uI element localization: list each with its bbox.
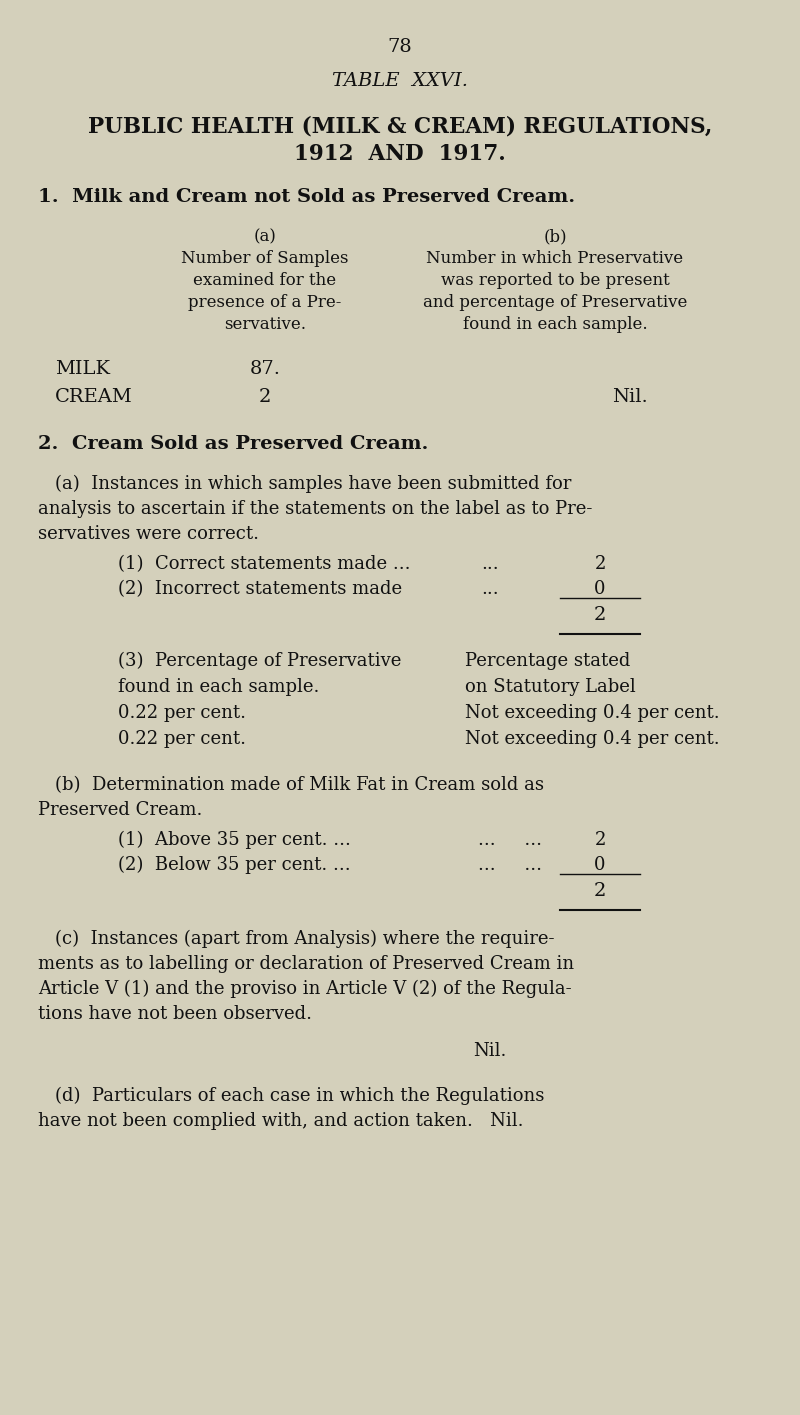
Text: 78: 78 [388,38,412,57]
Text: (3)  Percentage of Preservative: (3) Percentage of Preservative [118,652,402,671]
Text: Nil.: Nil. [474,1041,506,1060]
Text: (d)  Particulars of each case in which the Regulations: (d) Particulars of each case in which th… [55,1087,544,1105]
Text: tions have not been observed.: tions have not been observed. [38,1005,312,1023]
Text: analysis to ascertain if the statements on the label as to Pre-: analysis to ascertain if the statements … [38,499,592,518]
Text: found in each sample.: found in each sample. [118,678,319,696]
Text: Number in which Preservative: Number in which Preservative [426,250,683,267]
Text: (1)  Above 35 per cent. ...: (1) Above 35 per cent. ... [118,831,351,849]
Text: Preserved Cream.: Preserved Cream. [38,801,202,819]
Text: servative.: servative. [224,316,306,333]
Text: 2.  Cream Sold as Preserved Cream.: 2. Cream Sold as Preserved Cream. [38,434,428,453]
Text: Not exceeding 0.4 per cent.: Not exceeding 0.4 per cent. [465,730,720,749]
Text: PUBLIC HEALTH (MILK & CREAM) REGULATIONS,: PUBLIC HEALTH (MILK & CREAM) REGULATIONS… [88,115,712,137]
Text: examined for the: examined for the [194,272,337,289]
Text: Number of Samples: Number of Samples [182,250,349,267]
Text: (c)  Instances (apart from Analysis) where the require-: (c) Instances (apart from Analysis) wher… [55,930,554,948]
Text: (2)  Incorrect statements made: (2) Incorrect statements made [118,580,402,599]
Text: 2: 2 [594,882,606,900]
Text: (1)  Correct statements made ...: (1) Correct statements made ... [118,555,410,573]
Text: 0: 0 [594,856,606,874]
Text: Nil.: Nil. [612,388,648,406]
Text: (a): (a) [254,228,277,245]
Text: (a)  Instances in which samples have been submitted for: (a) Instances in which samples have been… [55,475,571,494]
Text: ments as to labelling or declaration of Preserved Cream in: ments as to labelling or declaration of … [38,955,574,974]
Text: 0.22 per cent.: 0.22 per cent. [118,705,246,722]
Text: (b): (b) [543,228,567,245]
Text: (2)  Below 35 per cent. ...: (2) Below 35 per cent. ... [118,856,350,874]
Text: ...: ... [481,580,499,599]
Text: CREAM: CREAM [55,388,133,406]
Text: 0.22 per cent.: 0.22 per cent. [118,730,246,749]
Text: have not been complied with, and action taken.   Nil.: have not been complied with, and action … [38,1112,523,1131]
Text: 0: 0 [594,580,606,599]
Text: 1.  Milk and Cream not Sold as Preserved Cream.: 1. Milk and Cream not Sold as Preserved … [38,188,575,207]
Text: 2: 2 [594,831,606,849]
Text: was reported to be present: was reported to be present [441,272,670,289]
Text: Article V (1) and the proviso in Article V (2) of the Regula-: Article V (1) and the proviso in Article… [38,981,572,998]
Text: ...: ... [481,555,499,573]
Text: found in each sample.: found in each sample. [462,316,647,333]
Text: 2: 2 [594,606,606,624]
Text: Percentage stated: Percentage stated [465,652,630,669]
Text: ...     ...: ... ... [478,831,542,849]
Text: and percentage of Preservative: and percentage of Preservative [423,294,687,311]
Text: 87.: 87. [250,359,281,378]
Text: presence of a Pre-: presence of a Pre- [188,294,342,311]
Text: 2: 2 [594,555,606,573]
Text: on Statutory Label: on Statutory Label [465,678,636,696]
Text: 2: 2 [259,388,271,406]
Text: MILK: MILK [55,359,110,378]
Text: TABLE  XXVI.: TABLE XXVI. [332,72,468,91]
Text: servatives were correct.: servatives were correct. [38,525,259,543]
Text: ...     ...: ... ... [478,856,542,874]
Text: Not exceeding 0.4 per cent.: Not exceeding 0.4 per cent. [465,705,720,722]
Text: 1912  AND  1917.: 1912 AND 1917. [294,143,506,166]
Text: (b)  Determination made of Milk Fat in Cream sold as: (b) Determination made of Milk Fat in Cr… [55,775,544,794]
